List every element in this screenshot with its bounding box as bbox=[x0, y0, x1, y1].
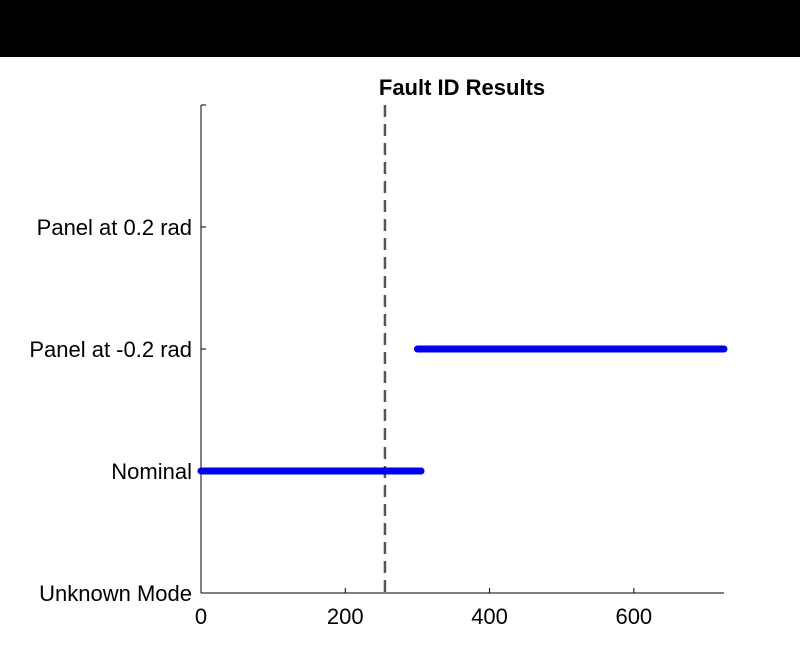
y-tick-label: Panel at 0.2 rad bbox=[37, 215, 192, 240]
x-tick-label: 600 bbox=[615, 604, 652, 629]
x-tick-label: 200 bbox=[327, 604, 364, 629]
y-tick-label: Nominal bbox=[111, 459, 192, 484]
y-tick-label: Unknown Mode bbox=[39, 581, 192, 606]
x-tick-label: 400 bbox=[471, 604, 508, 629]
top-black-bar bbox=[0, 0, 800, 57]
y-tick-label: Panel at -0.2 rad bbox=[29, 337, 192, 362]
x-tick-label: 0 bbox=[195, 604, 207, 629]
chart-title: Fault ID Results bbox=[379, 75, 545, 100]
